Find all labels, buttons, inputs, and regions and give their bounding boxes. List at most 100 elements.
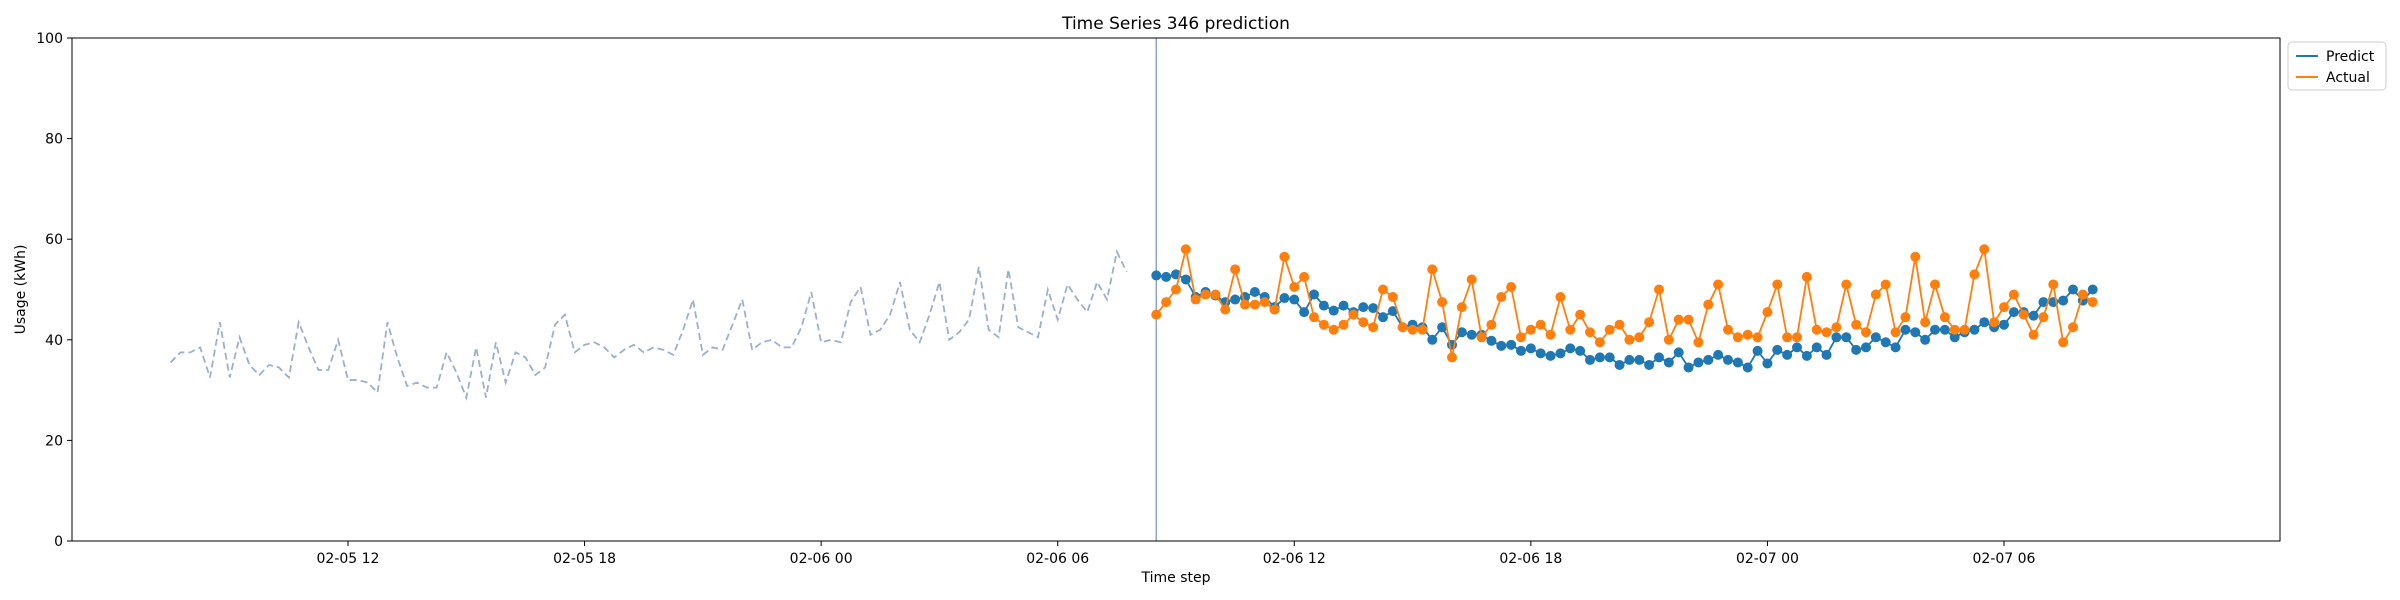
data-point xyxy=(2068,322,2078,333)
data-point xyxy=(1683,362,1694,373)
data-point xyxy=(1417,324,1428,335)
x-tick-label: 02-06 00 xyxy=(790,551,853,567)
data-point xyxy=(1772,279,1783,290)
data-point xyxy=(1910,327,1921,338)
data-point xyxy=(1801,271,1812,282)
data-point xyxy=(1880,279,1891,290)
data-point xyxy=(2068,284,2078,295)
data-point xyxy=(1979,244,1990,255)
data-point xyxy=(1920,334,1931,345)
data-point xyxy=(1604,324,1615,335)
data-point xyxy=(1585,327,1595,338)
data-point xyxy=(1999,302,2009,313)
data-point xyxy=(1200,289,1211,300)
data-point xyxy=(1841,332,1852,343)
data-point xyxy=(1279,293,1290,304)
data-point xyxy=(1516,332,1526,343)
data-point xyxy=(1752,345,1763,356)
x-tick-label: 02-05 18 xyxy=(553,551,616,567)
data-point xyxy=(1328,324,1339,335)
data-point xyxy=(1318,319,1329,330)
y-tick-label: 0 xyxy=(54,534,63,550)
data-point xyxy=(1259,297,1270,308)
data-point xyxy=(1230,294,1241,305)
data-point xyxy=(1880,337,1891,348)
data-point xyxy=(2087,297,2098,308)
data-point xyxy=(1792,342,1802,353)
data-point xyxy=(1900,312,1911,323)
data-point xyxy=(1230,264,1241,275)
data-point xyxy=(1299,307,1310,318)
data-point xyxy=(1318,300,1329,311)
y-tick-label: 60 xyxy=(45,232,63,248)
data-point xyxy=(1466,274,1477,285)
data-point xyxy=(1949,324,1960,335)
data-point xyxy=(1486,319,1497,330)
data-point xyxy=(1949,332,1960,343)
data-point xyxy=(1585,354,1595,365)
data-point xyxy=(2008,307,2019,318)
data-point xyxy=(1338,300,1349,311)
data-point xyxy=(1614,319,1625,330)
data-point xyxy=(1811,324,1822,335)
data-point xyxy=(1506,281,1517,292)
data-point xyxy=(1821,349,1832,360)
data-point xyxy=(1644,317,1655,328)
legend: Predict Actual xyxy=(2287,41,2387,91)
data-point xyxy=(1368,303,1379,314)
data-point xyxy=(1870,289,1881,300)
data-point xyxy=(1723,354,1733,365)
data-point xyxy=(1279,251,1290,262)
data-point xyxy=(1545,350,1556,361)
data-point xyxy=(2028,329,2039,340)
data-point xyxy=(2008,289,2019,300)
data-point xyxy=(1180,244,1191,255)
data-point xyxy=(1180,274,1191,285)
data-point xyxy=(1269,304,1280,315)
data-point xyxy=(1861,342,1871,353)
data-point xyxy=(1378,312,1388,323)
data-point xyxy=(1161,271,1172,282)
x-tick-label: 02-07 06 xyxy=(1973,551,2036,567)
data-point xyxy=(1309,312,1319,323)
data-point xyxy=(1220,304,1231,315)
data-point xyxy=(1516,345,1526,356)
data-point xyxy=(2048,279,2059,290)
series-actual xyxy=(1151,244,2098,363)
data-point xyxy=(1555,292,1566,303)
data-point xyxy=(2038,297,2049,308)
data-point xyxy=(1456,327,1467,338)
data-point xyxy=(2058,295,2069,306)
data-point xyxy=(1624,334,1635,345)
legend-label: Predict xyxy=(2326,49,2375,65)
data-point xyxy=(2038,312,2049,323)
data-point xyxy=(1742,362,1753,373)
data-point xyxy=(1437,322,1448,333)
data-point xyxy=(1654,352,1664,363)
data-point xyxy=(1663,357,1674,368)
data-point xyxy=(1723,324,1733,335)
data-point xyxy=(1575,345,1586,356)
data-point xyxy=(1387,306,1398,317)
data-point xyxy=(1289,294,1300,305)
data-point xyxy=(1328,305,1339,316)
data-point xyxy=(1999,319,2009,330)
data-point xyxy=(1358,302,1369,313)
data-point xyxy=(1663,334,1674,345)
data-point xyxy=(1240,299,1250,310)
data-point xyxy=(1476,332,1487,343)
data-point xyxy=(1486,335,1497,346)
data-point xyxy=(1821,327,1832,338)
data-point xyxy=(1496,292,1507,303)
data-point xyxy=(1742,329,1753,340)
x-axis-label: Time step xyxy=(1141,570,1211,586)
data-point xyxy=(1890,342,1901,353)
data-point xyxy=(1930,324,1940,335)
data-point xyxy=(1171,284,1181,295)
data-point xyxy=(1762,358,1773,369)
data-point xyxy=(1427,264,1438,275)
data-point xyxy=(1368,322,1379,333)
data-point xyxy=(1870,332,1881,343)
data-point xyxy=(1358,317,1369,328)
